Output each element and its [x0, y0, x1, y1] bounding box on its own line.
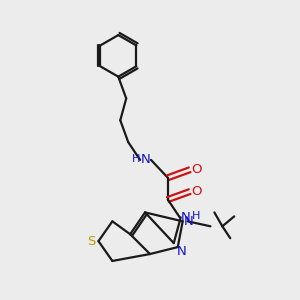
Text: N: N	[181, 211, 190, 224]
Text: S: S	[87, 235, 96, 248]
Text: N: N	[177, 244, 187, 258]
Text: O: O	[191, 185, 202, 198]
Text: O: O	[191, 163, 202, 176]
Text: H: H	[191, 212, 200, 221]
Text: H: H	[132, 154, 140, 164]
Text: N: N	[141, 153, 151, 167]
Text: N: N	[184, 215, 194, 228]
